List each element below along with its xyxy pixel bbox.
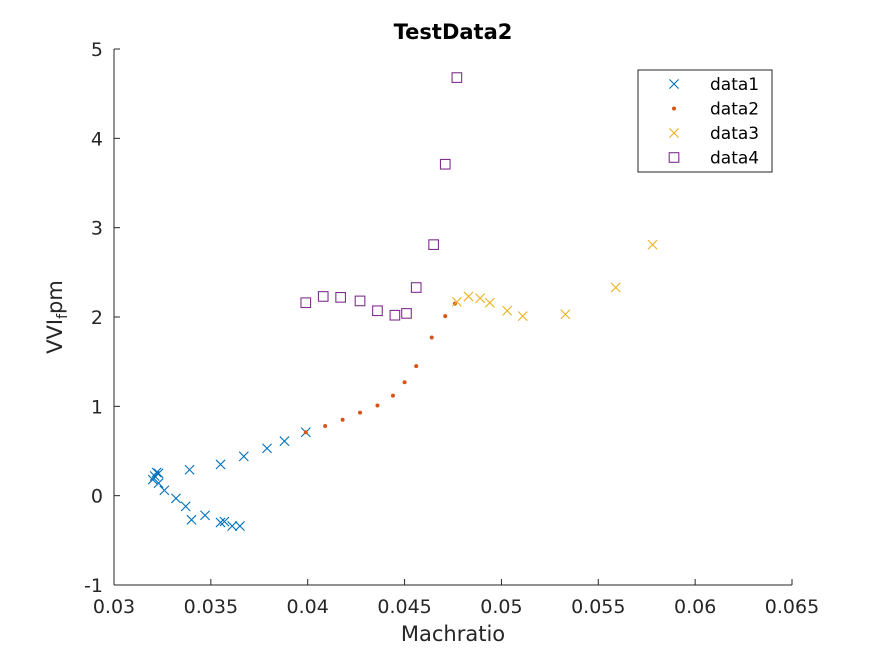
x-tick-label: 0.035 <box>184 596 238 618</box>
data4-point <box>451 72 463 83</box>
legend-data1-label: data1 <box>710 75 759 95</box>
legend-data2-label: data2 <box>710 100 759 120</box>
y-axis-label: VVIfpm <box>43 280 71 354</box>
data3-point <box>610 282 621 293</box>
data1-point <box>262 443 273 454</box>
data4-point <box>372 305 383 317</box>
y-tick-label: 4 <box>91 128 103 150</box>
data1-point <box>186 514 197 525</box>
legend-data3-label: data3 <box>710 124 759 144</box>
data1-point <box>215 459 226 470</box>
x-tick-label: 0.05 <box>480 596 522 618</box>
data1-point <box>227 521 238 532</box>
data2-point <box>402 380 407 385</box>
data3-point <box>463 291 474 302</box>
legend-data4-marker <box>668 152 680 163</box>
chart-title: TestData2 <box>394 20 513 44</box>
x-axis-label: Machratio <box>401 622 505 646</box>
data2-point <box>443 314 448 319</box>
data2-point <box>429 335 434 340</box>
x-tick-label: 0.045 <box>377 596 431 618</box>
data1-point <box>200 510 211 521</box>
data1-point <box>153 468 164 479</box>
data3-point <box>451 296 462 307</box>
legend-data4-label: data4 <box>710 149 759 169</box>
data3-point <box>560 309 571 320</box>
data2-point <box>414 364 419 369</box>
data4-point <box>335 291 346 303</box>
data1-point <box>184 464 195 475</box>
data3-point <box>484 297 495 308</box>
data4-point <box>300 297 312 309</box>
data4-point <box>439 158 451 170</box>
legend-box <box>637 69 773 173</box>
legend-data1-marker <box>669 79 679 89</box>
data1-point <box>159 485 170 496</box>
data2-point <box>390 393 395 398</box>
data1-point <box>171 493 181 504</box>
y-axis-label-subscript: f <box>55 313 71 319</box>
legend: data1 data2 data3 data4 <box>637 69 773 173</box>
x-tick-label: 0.04 <box>287 596 329 618</box>
data4-point <box>410 282 422 293</box>
data1-point <box>215 517 226 528</box>
y-tick-label: 2 <box>91 307 103 329</box>
data4-point <box>401 308 412 319</box>
data3-point <box>475 293 486 304</box>
x-tick-label: 0.03 <box>93 596 135 618</box>
data1-point <box>238 451 249 462</box>
x-tick-label: 0.055 <box>571 596 625 618</box>
data1-point <box>219 516 230 527</box>
data4-point <box>428 239 439 250</box>
data3-point <box>502 305 513 316</box>
plot-axes: 0.03 0.035 0.04 0.045 0.05 0.055 0.06 0.065 -1 0 1… <box>84 39 819 618</box>
data2-point <box>323 423 328 428</box>
y-tick-label: 0 <box>91 486 103 508</box>
data2-point <box>375 403 380 408</box>
legend-data3-marker <box>669 128 679 138</box>
x-tick-label: 0.06 <box>674 596 716 618</box>
data4-point <box>317 291 329 302</box>
y-tick-label: 5 <box>91 39 103 61</box>
data2-point <box>358 410 363 415</box>
legend-data2-marker <box>672 106 676 111</box>
data3-point <box>647 239 658 250</box>
y-tick-label: 1 <box>91 396 103 418</box>
data1-point <box>151 467 162 478</box>
x-tick-label: 0.065 <box>765 596 819 618</box>
data-points <box>147 72 658 532</box>
data1-point <box>153 478 164 489</box>
data3-point <box>517 311 528 322</box>
data4-point <box>354 295 366 307</box>
data2-point <box>303 430 308 435</box>
data1-point <box>279 436 290 447</box>
data1-point <box>234 521 245 532</box>
data4-point <box>389 309 401 321</box>
y-axis-label-suffix: pm <box>43 280 67 314</box>
data2-point <box>340 417 345 422</box>
y-tick-label: -1 <box>84 575 103 597</box>
y-axis-label-main: VVI <box>43 319 67 354</box>
y-tick-label: 3 <box>91 218 103 240</box>
data1-point <box>180 501 191 512</box>
